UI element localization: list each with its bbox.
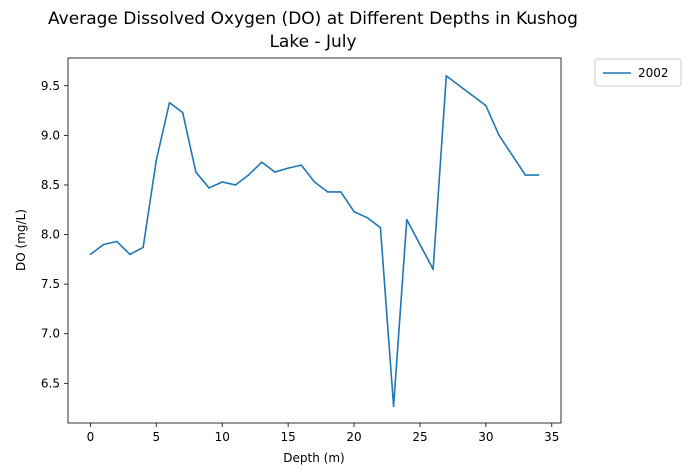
y-tick-label: 6.5 xyxy=(41,376,60,390)
x-axis-label: Depth (m) xyxy=(283,451,344,465)
legend-label-2002: 2002 xyxy=(638,66,669,80)
data-point xyxy=(300,164,303,166)
series-line-2002 xyxy=(89,75,539,407)
x-tick-label: 35 xyxy=(544,430,559,444)
y-axis-label: DO (mg/L) xyxy=(14,209,28,271)
y-tick-label: 7.5 xyxy=(41,277,60,291)
data-point xyxy=(89,253,92,256)
legend: 2002 xyxy=(594,58,682,87)
data-point xyxy=(274,171,276,173)
y-tick-label: 8.5 xyxy=(41,178,60,192)
data-point xyxy=(142,246,144,249)
y-tick-label: 7.0 xyxy=(41,327,60,341)
y-axis-ticks: 6.5 7.0 7.5 8.0 8.5 9.0 9.5 xyxy=(41,79,68,390)
y-tick-label: 9.5 xyxy=(41,79,60,93)
data-point xyxy=(392,405,395,407)
data-point xyxy=(221,181,224,183)
data-point xyxy=(181,111,184,114)
legend-frame xyxy=(594,58,682,87)
data-point xyxy=(366,216,369,219)
plot-frame xyxy=(67,57,562,424)
y-tick-label: 8.0 xyxy=(41,228,60,242)
data-point xyxy=(168,101,171,104)
x-tick-label: 0 xyxy=(87,430,95,444)
x-tick-label: 5 xyxy=(152,430,160,444)
data-point xyxy=(260,161,263,163)
data-point xyxy=(379,226,382,229)
data-point xyxy=(208,187,210,189)
data-point xyxy=(102,243,105,246)
data-point xyxy=(129,253,131,256)
data-point xyxy=(115,240,118,243)
data-point xyxy=(432,268,434,271)
x-tick-label: 25 xyxy=(412,430,427,444)
series-group xyxy=(89,75,540,407)
data-point xyxy=(287,167,289,169)
x-tick-label: 10 xyxy=(215,430,230,444)
data-point xyxy=(155,159,158,161)
data-point xyxy=(326,191,329,193)
x-tick-label: 20 xyxy=(346,430,361,444)
data-point xyxy=(353,210,355,213)
data-point xyxy=(247,174,250,176)
data-point xyxy=(405,218,408,221)
data-point xyxy=(537,174,540,176)
data-point xyxy=(485,104,487,107)
x-axis-ticks: 0 5 10 15 20 25 30 35 xyxy=(87,423,559,444)
plot-area xyxy=(67,57,562,424)
x-tick-label: 30 xyxy=(478,430,493,444)
data-point xyxy=(313,181,316,183)
data-point xyxy=(340,191,342,193)
data-point xyxy=(195,171,197,173)
data-point xyxy=(234,184,237,186)
data-point xyxy=(498,134,500,137)
data-point xyxy=(524,174,527,176)
x-tick-label: 15 xyxy=(280,430,295,444)
chart-title-line-1: Average Dissolved Oxygen (DO) at Differe… xyxy=(48,9,578,29)
chart-title-line-2: Lake - July xyxy=(269,32,356,52)
data-point xyxy=(445,75,448,77)
y-tick-label: 9.0 xyxy=(41,128,60,142)
